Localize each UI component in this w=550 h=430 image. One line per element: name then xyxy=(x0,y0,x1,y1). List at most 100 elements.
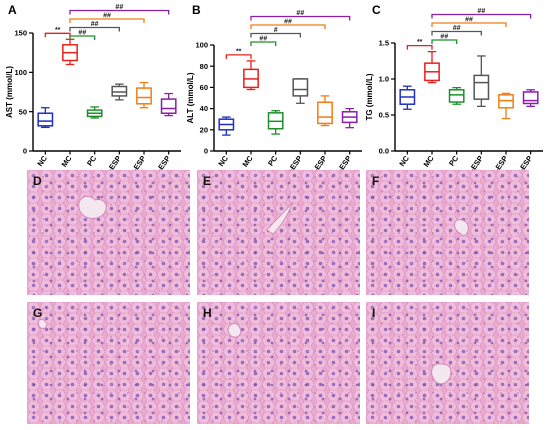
tissue-texture xyxy=(27,170,190,295)
significance-bracket: # xyxy=(250,27,301,38)
x-tick-label: PC xyxy=(447,154,461,168)
y-tick-label: 1.0 xyxy=(379,75,389,84)
bracket-line xyxy=(431,13,532,19)
y-tick-label: 0.0 xyxy=(379,147,389,156)
panel-label: C xyxy=(372,3,381,17)
box-iqr xyxy=(136,87,152,105)
x-tick-label: NC xyxy=(216,154,230,169)
bracket-line xyxy=(69,35,96,40)
box-PC xyxy=(448,86,465,105)
box-M-ESP xyxy=(317,95,333,127)
central-vein xyxy=(454,219,469,237)
significance-bracket: ## xyxy=(250,19,326,29)
box-NC xyxy=(37,107,54,129)
panel-label: E xyxy=(203,174,211,188)
bracket-line xyxy=(250,15,351,21)
significance-bracket: ## xyxy=(69,21,120,32)
panel-label: A xyxy=(8,3,17,17)
box-H-ESP xyxy=(522,89,539,108)
y-tick-label: 40 xyxy=(200,104,208,113)
histology-panel-H: H xyxy=(197,302,360,424)
y-axis-label: TG (mmol/L) xyxy=(365,73,374,120)
x-tick-label: NC xyxy=(397,154,411,169)
y-tick-label: 80 xyxy=(200,62,208,71)
bracket-line xyxy=(250,32,301,38)
box-iqr xyxy=(317,101,333,125)
significance-bracket: ## xyxy=(250,10,351,21)
box-iqr xyxy=(37,112,54,127)
y-tick-label: 50 xyxy=(19,107,27,116)
box-PC xyxy=(86,106,103,119)
y-tick-label: 150 xyxy=(14,29,27,38)
significance-bracket: ## xyxy=(69,4,170,15)
box-MC xyxy=(424,50,440,84)
box-H-ESP xyxy=(341,107,358,129)
significance-label: ## xyxy=(103,13,111,20)
x-tick-label: MC xyxy=(422,154,436,169)
significance-label: ** xyxy=(236,48,242,55)
box-H-ESP xyxy=(160,92,177,117)
significance-bracket: ## xyxy=(431,17,507,27)
significance-bracket: ## xyxy=(69,13,145,23)
significance-label: ** xyxy=(55,27,61,34)
panel-label: H xyxy=(203,306,212,320)
histology-panels: D E F G H I xyxy=(27,170,529,424)
central-vein xyxy=(227,323,242,338)
tissue-texture xyxy=(27,302,190,424)
box-iqr xyxy=(473,74,490,100)
significance-bracket: ## xyxy=(431,25,482,36)
box-MC xyxy=(62,38,78,66)
bracket-line xyxy=(431,39,458,44)
box-L-ESP xyxy=(473,55,490,108)
panel-label: D xyxy=(33,174,42,188)
bracket-line xyxy=(44,32,71,38)
panel-label: G xyxy=(33,306,42,320)
significance-label: ## xyxy=(440,34,448,41)
significance-label: ## xyxy=(296,10,304,17)
significance-label: ## xyxy=(115,4,123,11)
central-vein xyxy=(78,195,107,219)
tissue-texture xyxy=(366,302,529,424)
box-iqr xyxy=(448,89,465,103)
y-tick-label: 0 xyxy=(204,147,208,156)
histology-panel-E: E xyxy=(197,170,360,295)
bracket-line xyxy=(431,30,482,36)
significance-label: ## xyxy=(284,19,292,26)
box-NC xyxy=(218,116,235,136)
box-MC xyxy=(243,60,259,91)
panel-label: B xyxy=(192,3,201,17)
significance-bracket: ## xyxy=(431,34,458,44)
y-tick-label: 1.5 xyxy=(379,39,389,48)
bracket-line xyxy=(69,26,120,32)
y-tick-label: 100 xyxy=(14,68,27,77)
y-tick-label: 100 xyxy=(195,41,208,50)
bracket-line xyxy=(225,54,252,59)
x-tick-label: MC xyxy=(60,154,74,169)
central-vein xyxy=(38,319,48,329)
box-L-ESP xyxy=(111,83,128,101)
y-tick-label: 0 xyxy=(23,147,27,156)
significance-label: ## xyxy=(477,8,485,15)
bracket-line xyxy=(406,44,433,50)
box-iqr xyxy=(111,85,128,97)
y-axis-label: ALT (mmol/L) xyxy=(186,72,195,123)
significance-label: ## xyxy=(78,30,86,37)
significance-bracket: ** xyxy=(225,48,252,59)
x-tick-label: PC xyxy=(266,154,280,168)
histology-panel-F: F xyxy=(366,170,529,295)
tissue-texture xyxy=(197,302,360,424)
tissue-texture xyxy=(366,170,529,295)
histology-panel-G: G xyxy=(27,302,190,424)
significance-label: ** xyxy=(417,39,423,46)
significance-bracket: ## xyxy=(431,8,532,19)
box-iqr xyxy=(522,91,539,105)
y-tick-label: 0.5 xyxy=(379,111,389,120)
significance-label: # xyxy=(274,27,278,34)
bracket-line xyxy=(250,24,326,29)
significance-bracket: ** xyxy=(44,27,71,38)
significance-bracket: ## xyxy=(69,30,96,40)
bracket-line xyxy=(69,18,145,23)
box-iqr xyxy=(160,98,177,114)
